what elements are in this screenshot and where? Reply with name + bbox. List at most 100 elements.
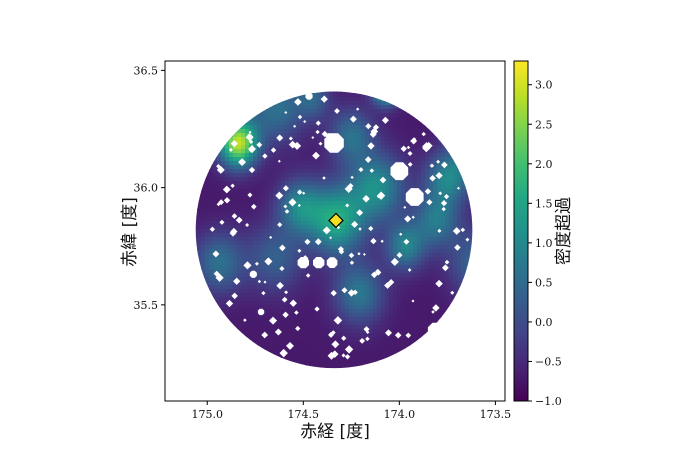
masked-star — [229, 229, 237, 237]
density-cell — [365, 345, 370, 350]
density-cell — [205, 261, 210, 266]
density-cell — [253, 241, 258, 246]
density-cell — [417, 221, 422, 226]
density-cell — [401, 157, 406, 162]
density-cell — [349, 189, 354, 194]
density-cell — [253, 153, 258, 158]
density-cell — [257, 201, 262, 206]
density-cell — [265, 233, 270, 238]
density-cell — [365, 189, 370, 194]
density-cell — [277, 181, 282, 186]
density-cell — [413, 161, 418, 166]
density-cell — [325, 257, 330, 262]
density-cell — [237, 313, 242, 318]
density-cell — [349, 145, 354, 150]
density-cell — [393, 329, 398, 334]
density-cell — [401, 285, 406, 290]
density-cell — [277, 185, 282, 190]
density-cell — [389, 305, 394, 310]
density-cell — [345, 109, 350, 114]
density-cell — [321, 269, 326, 274]
density-cell — [345, 181, 350, 186]
density-cell — [249, 285, 254, 290]
density-cell — [333, 281, 338, 286]
density-cell — [245, 333, 250, 338]
density-cell — [217, 181, 222, 186]
density-cell — [225, 217, 230, 222]
density-cell — [273, 213, 278, 218]
density-cell — [329, 293, 334, 298]
density-cell — [445, 213, 450, 218]
density-cell — [349, 129, 354, 134]
density-cell — [229, 233, 234, 238]
density-cell — [393, 141, 398, 146]
density-cell — [213, 185, 218, 190]
density-cell — [325, 341, 330, 346]
density-cell — [269, 245, 274, 250]
density-cell — [381, 101, 386, 106]
density-cell — [237, 253, 242, 258]
density-cell — [273, 229, 278, 234]
density-cell — [265, 149, 270, 154]
density-cell — [437, 273, 442, 278]
density-cell — [309, 341, 314, 346]
density-cell — [421, 137, 426, 142]
density-cell — [269, 209, 274, 214]
density-cell — [433, 257, 438, 262]
density-cell — [261, 173, 266, 178]
density-cell — [349, 109, 354, 114]
density-cell — [221, 261, 226, 266]
density-cell — [417, 165, 422, 170]
density-cell — [233, 245, 238, 250]
density-cell — [229, 165, 234, 170]
density-cell — [245, 317, 250, 322]
density-cell — [361, 341, 366, 346]
density-cell — [329, 277, 334, 282]
density-cell — [397, 129, 402, 134]
masked-region — [390, 162, 409, 181]
density-cell — [369, 125, 374, 130]
density-cell — [337, 129, 342, 134]
density-cell — [429, 293, 434, 298]
density-cell — [449, 185, 454, 190]
x-tick-label: 173.5 — [480, 408, 512, 421]
density-cell — [229, 193, 234, 198]
density-cell — [293, 149, 298, 154]
density-cell — [201, 229, 206, 234]
density-cell — [273, 205, 278, 210]
density-cell — [353, 173, 358, 178]
density-cell — [361, 201, 366, 206]
density-cell — [237, 225, 242, 230]
density-cell — [433, 137, 438, 142]
density-cell — [281, 193, 286, 198]
density-cell — [229, 289, 234, 294]
density-cell — [277, 257, 282, 262]
density-cell — [309, 345, 314, 350]
density-cell — [269, 293, 274, 298]
density-cell — [205, 189, 210, 194]
density-cell — [345, 241, 350, 246]
density-cell — [397, 277, 402, 282]
density-cell — [313, 249, 318, 254]
density-cell — [389, 269, 394, 274]
density-cell — [245, 141, 250, 146]
density-cell — [261, 209, 266, 214]
density-cell — [265, 305, 270, 310]
density-cell — [293, 333, 298, 338]
density-cell — [349, 193, 354, 198]
density-cell — [301, 117, 306, 122]
density-cell — [329, 105, 334, 110]
density-cell — [205, 237, 210, 242]
density-cell — [333, 97, 338, 102]
density-cell — [241, 249, 246, 254]
density-cell — [349, 277, 354, 282]
density-cell — [389, 145, 394, 150]
density-cell — [389, 325, 394, 330]
density-cell — [213, 177, 218, 182]
density-cell — [261, 261, 266, 266]
density-cell — [257, 153, 262, 158]
density-cell — [213, 293, 218, 298]
density-cell — [409, 145, 414, 150]
density-cell — [195, 217, 198, 222]
density-cell — [461, 225, 466, 230]
